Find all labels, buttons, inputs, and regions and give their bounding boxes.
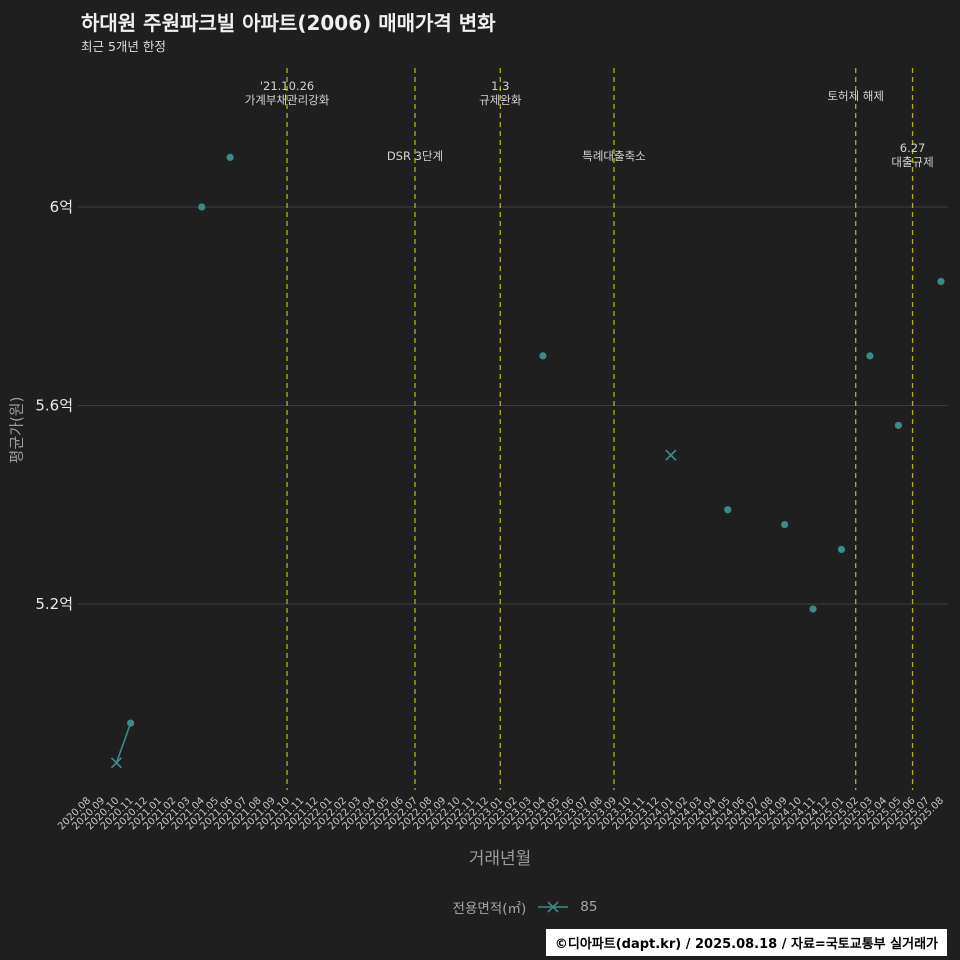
- data-point: [127, 719, 135, 727]
- data-point-x-marker: [665, 449, 677, 461]
- event-label: 특례대출축소: [582, 149, 645, 163]
- event-label: 토허제 해제: [827, 89, 884, 103]
- data-point: [781, 521, 789, 529]
- legend-series-label: 85: [580, 899, 598, 915]
- x-axis-title: 거래년월: [468, 849, 532, 869]
- chart-title: 하대원 주원파크빌 아파트(2006) 매매가격 변화: [81, 11, 496, 35]
- legend-x-marker-icon: [538, 901, 569, 913]
- event-label: 대출규제: [891, 155, 933, 169]
- data-point: [226, 153, 234, 161]
- data-point: [539, 352, 547, 360]
- data-point: [198, 203, 206, 211]
- data-point-x-marker: [110, 757, 123, 769]
- event-label: '21.10.26: [260, 79, 314, 93]
- event-label: 가계부채관리강화: [245, 93, 330, 107]
- legend-title: 전용면적(㎡): [452, 901, 527, 917]
- y-tick-label: 5.2억: [35, 595, 73, 613]
- y-tick-label: 6억: [50, 198, 73, 216]
- footer-credit: ©디아파트(dapt.kr) / 2025.08.18 / 자료=국토교통부 실…: [545, 929, 947, 956]
- data-point: [837, 545, 846, 554]
- data-point: [866, 352, 874, 360]
- data-point: [894, 421, 902, 429]
- event-label: DSR 3단계: [387, 149, 443, 163]
- y-tick-label: 5.6억: [35, 397, 73, 415]
- event-label: 6.27: [900, 141, 926, 155]
- event-label: 규제완화: [479, 93, 522, 107]
- chart-subtitle: 최근 5개년 한정: [81, 39, 166, 54]
- event-label: 1.3: [491, 79, 509, 93]
- series-line: [115, 722, 132, 764]
- y-axis-title: 평균가(원): [7, 396, 26, 464]
- data-point: [937, 277, 945, 286]
- data-point: [809, 605, 817, 613]
- legend: 전용면적(㎡) 85: [90, 897, 960, 917]
- data-point: [724, 506, 732, 514]
